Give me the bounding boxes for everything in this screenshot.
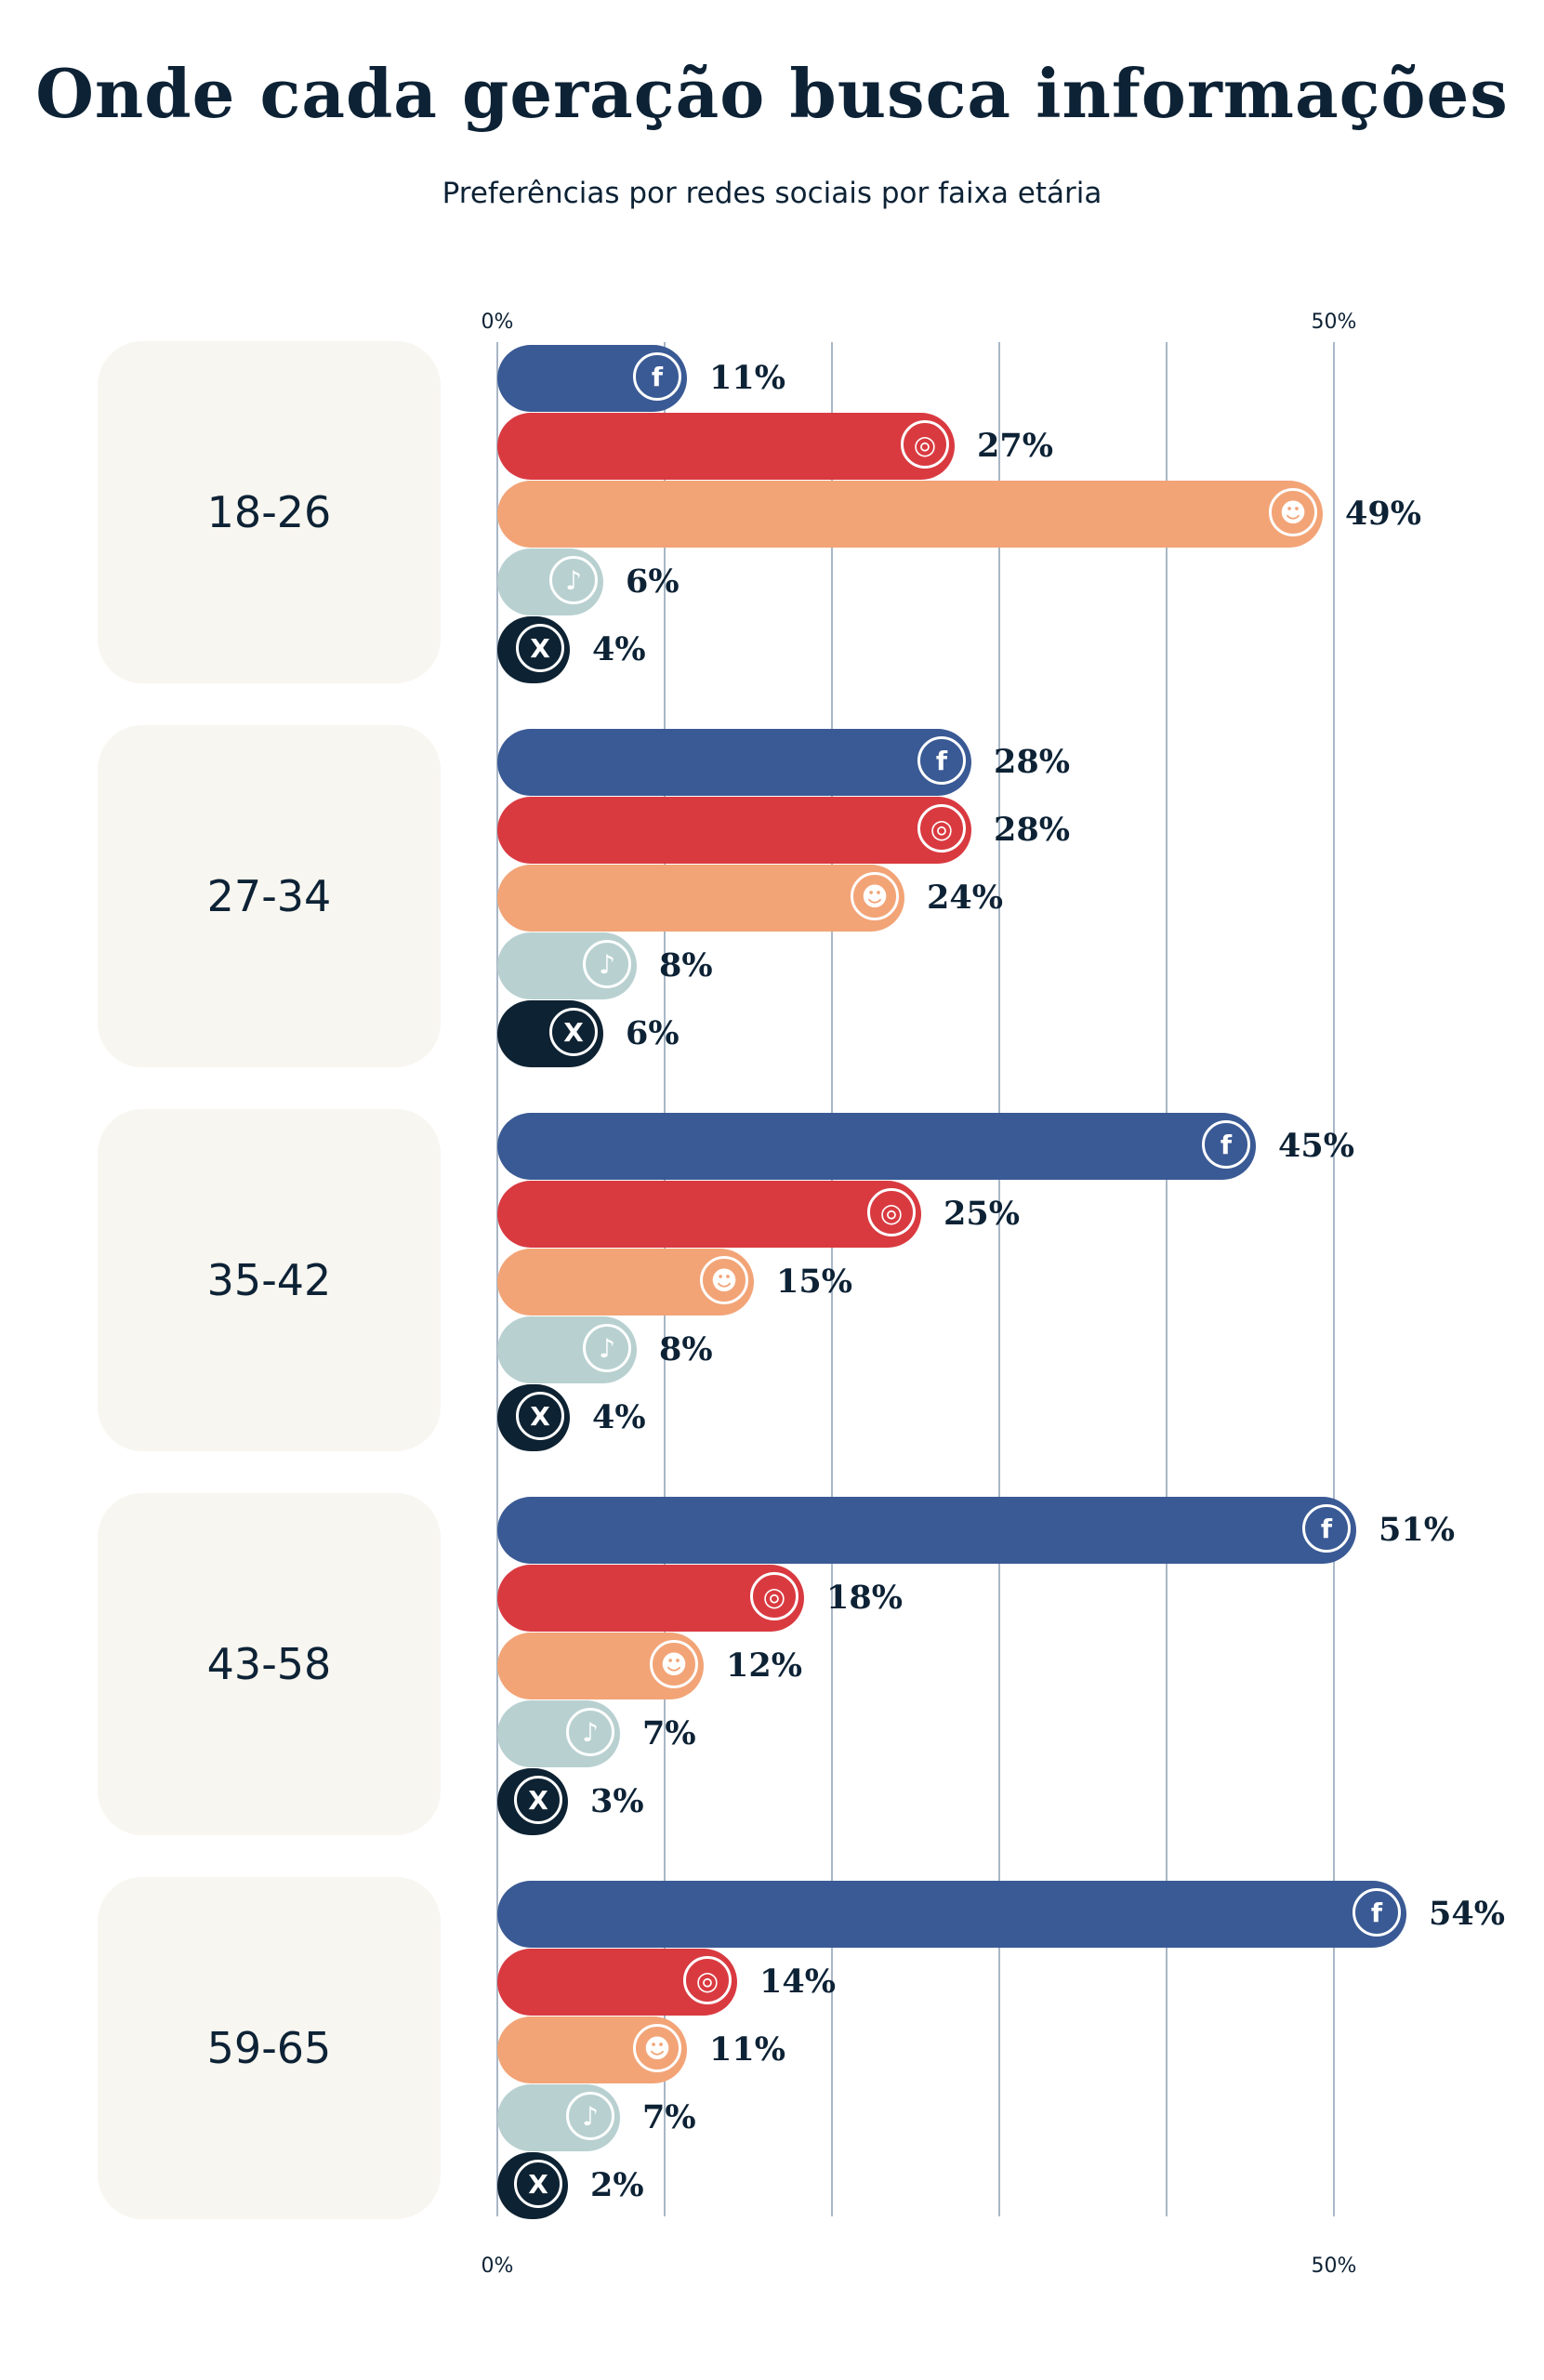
- age-group-label: 35-42: [98, 1109, 441, 1451]
- axis-tick-label-bottom: 0%: [481, 2254, 514, 2278]
- axis-tick-label-top: 0%: [481, 311, 514, 334]
- axis-tick-label-bottom: 50%: [1311, 2254, 1357, 2278]
- x-icon: X: [514, 2160, 562, 2208]
- gridline: [831, 342, 833, 2216]
- bar-instagram: ◎: [497, 1565, 804, 1632]
- bar-facebook: f: [497, 1881, 1406, 1948]
- facebook-icon: f: [633, 352, 681, 401]
- chart-title: Onde cada geração busca informações: [35, 54, 1509, 133]
- bar-instagram: ◎: [497, 413, 955, 480]
- reddit-icon: ☻: [851, 872, 899, 920]
- bar-reddit: ☻: [497, 865, 904, 932]
- bar-facebook: f: [497, 1497, 1356, 1564]
- reddit-icon: ☻: [700, 1256, 748, 1304]
- bar-tiktok: ♪: [497, 932, 637, 999]
- gridline: [1333, 342, 1335, 2216]
- value-label: 24%: [927, 879, 1003, 917]
- bar-instagram: ◎: [497, 1181, 921, 1248]
- bar-x: X: [497, 1384, 570, 1451]
- instagram-icon: ◎: [750, 1572, 798, 1620]
- facebook-icon: f: [917, 736, 966, 785]
- facebook-icon: f: [1353, 1888, 1401, 1937]
- reddit-icon: ☻: [633, 2024, 681, 2072]
- value-label: 4%: [592, 1398, 646, 1436]
- facebook-icon: f: [1302, 1504, 1351, 1553]
- bar-facebook: f: [497, 345, 687, 412]
- value-label: 18%: [826, 1579, 903, 1617]
- bar-x: X: [497, 2152, 568, 2219]
- bar-tiktok: ♪: [497, 549, 603, 615]
- value-label: 12%: [726, 1646, 802, 1685]
- reddit-icon: ☻: [650, 1640, 698, 1688]
- tiktok-icon: ♪: [583, 1324, 631, 1372]
- bar-tiktok: ♪: [497, 1700, 620, 1767]
- value-label: 28%: [994, 743, 1070, 781]
- tiktok-icon: ♪: [566, 2092, 614, 2140]
- value-label: 28%: [994, 811, 1070, 849]
- bar-facebook: f: [497, 729, 971, 796]
- value-label: 4%: [592, 630, 646, 668]
- value-label: 7%: [642, 2098, 696, 2136]
- bar-tiktok: ♪: [497, 1316, 637, 1383]
- x-icon: X: [549, 1008, 598, 1056]
- value-label: 8%: [659, 946, 713, 985]
- reddit-icon: ☻: [1269, 488, 1317, 536]
- bar-instagram: ◎: [497, 797, 971, 864]
- value-label: 45%: [1278, 1127, 1354, 1165]
- bar-reddit: ☻: [497, 2016, 687, 2083]
- axis-tick-label-top: 50%: [1311, 311, 1357, 334]
- value-label: 15%: [776, 1263, 852, 1301]
- gridline: [1166, 342, 1168, 2216]
- bar-x: X: [497, 1000, 603, 1067]
- instagram-icon: ◎: [917, 804, 966, 853]
- value-label: 3%: [590, 1782, 644, 1820]
- bar-instagram: ◎: [497, 1949, 737, 2016]
- age-group-label: 27-34: [98, 725, 441, 1067]
- x-icon: X: [516, 1392, 564, 1440]
- value-label: 11%: [709, 359, 785, 397]
- bar-x: X: [497, 1768, 568, 1835]
- value-label: 25%: [944, 1195, 1020, 1233]
- value-label: 6%: [626, 562, 680, 601]
- value-label: 11%: [709, 2030, 785, 2069]
- gridline: [998, 342, 1000, 2216]
- bar-tiktok: ♪: [497, 2084, 620, 2151]
- x-icon: X: [514, 1776, 562, 1824]
- tiktok-icon: ♪: [583, 940, 631, 988]
- instagram-icon: ◎: [867, 1188, 916, 1236]
- gridline: [496, 342, 498, 2216]
- value-label: 49%: [1345, 495, 1421, 533]
- facebook-icon: f: [1202, 1120, 1250, 1169]
- value-label: 14%: [759, 1963, 836, 2001]
- chart-subtitle: Preferências por redes sociais por faixa…: [442, 177, 1102, 210]
- bar-x: X: [497, 616, 570, 683]
- instagram-icon: ◎: [901, 420, 949, 469]
- value-label: 6%: [626, 1014, 680, 1052]
- bar-facebook: f: [497, 1113, 1256, 1180]
- instagram-icon: ◎: [683, 1956, 732, 2004]
- value-label: 8%: [659, 1330, 713, 1368]
- age-group-label: 18-26: [98, 341, 441, 683]
- tiktok-icon: ♪: [549, 556, 598, 604]
- bar-reddit: ☻: [497, 1249, 754, 1316]
- tiktok-icon: ♪: [566, 1708, 614, 1756]
- bar-reddit: ☻: [497, 481, 1323, 548]
- value-label: 2%: [590, 2166, 644, 2204]
- age-group-label: 43-58: [98, 1493, 441, 1835]
- value-label: 54%: [1429, 1895, 1505, 1933]
- x-icon: X: [516, 624, 564, 672]
- value-label: 51%: [1379, 1511, 1455, 1549]
- value-label: 7%: [642, 1714, 696, 1752]
- value-label: 27%: [977, 427, 1053, 465]
- age-group-label: 59-65: [98, 1877, 441, 2219]
- bar-reddit: ☻: [497, 1633, 704, 1699]
